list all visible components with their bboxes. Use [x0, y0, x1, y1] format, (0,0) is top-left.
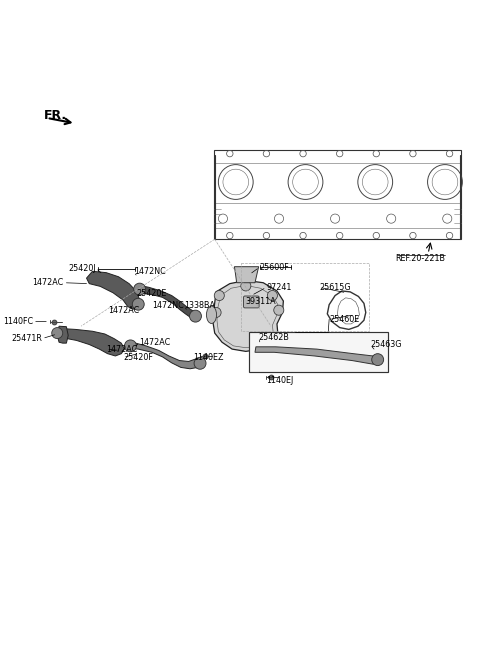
Circle shape [214, 290, 224, 300]
Circle shape [267, 290, 277, 300]
Circle shape [124, 340, 136, 352]
Text: 25460E: 25460E [329, 315, 360, 324]
Polygon shape [234, 267, 259, 283]
Circle shape [372, 353, 384, 365]
Text: 25420E: 25420E [136, 289, 167, 298]
Circle shape [211, 307, 221, 317]
Text: 25600F: 25600F [260, 263, 289, 271]
Text: 1472AC: 1472AC [32, 278, 64, 287]
Ellipse shape [206, 306, 216, 323]
Polygon shape [140, 286, 196, 317]
FancyBboxPatch shape [250, 332, 388, 373]
Text: 25463G: 25463G [371, 340, 402, 350]
Polygon shape [57, 327, 68, 343]
Text: 1140FC: 1140FC [3, 317, 33, 326]
Circle shape [190, 310, 202, 322]
Text: 1472NC: 1472NC [133, 267, 166, 276]
Text: 97241: 97241 [266, 283, 292, 292]
Text: 25420F: 25420F [123, 353, 153, 362]
Text: 25471R: 25471R [11, 334, 42, 343]
Text: 1140EJ: 1140EJ [266, 376, 294, 385]
Circle shape [132, 298, 144, 310]
Text: 1140EZ: 1140EZ [193, 353, 224, 362]
Circle shape [241, 281, 251, 291]
Polygon shape [60, 328, 124, 356]
Text: 1472AC: 1472AC [140, 338, 171, 347]
FancyBboxPatch shape [243, 296, 259, 308]
Circle shape [133, 283, 145, 295]
Text: 1472AC: 1472AC [106, 345, 137, 353]
Polygon shape [213, 281, 283, 351]
Circle shape [52, 328, 63, 338]
Polygon shape [126, 342, 201, 369]
Text: 25615G: 25615G [319, 283, 351, 292]
Text: FR.: FR. [44, 109, 67, 122]
Text: 1338BA: 1338BA [184, 301, 215, 310]
Text: 1472NC: 1472NC [152, 301, 184, 310]
Text: 1472AC: 1472AC [108, 306, 140, 315]
Text: REF.20-221B: REF.20-221B [396, 254, 446, 263]
Circle shape [194, 357, 206, 369]
Text: 39311A: 39311A [246, 296, 276, 306]
Text: 25462B: 25462B [259, 333, 289, 342]
Polygon shape [86, 271, 140, 309]
Polygon shape [255, 347, 378, 364]
Circle shape [274, 305, 284, 315]
Text: 25420J: 25420J [68, 263, 96, 273]
